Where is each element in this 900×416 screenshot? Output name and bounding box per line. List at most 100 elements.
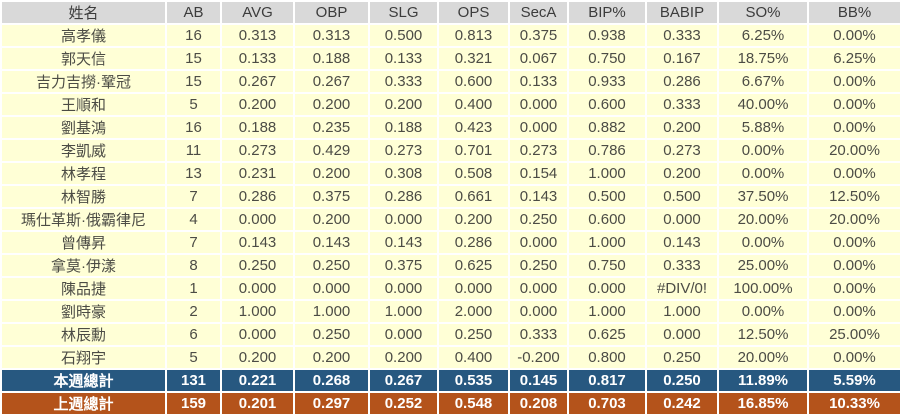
- stat-cell: 0.400: [437, 92, 510, 117]
- stat-cell: 0.321: [437, 46, 510, 71]
- stat-cell: 0.00%: [807, 92, 900, 117]
- table-row: 石翔宇 5 0.200 0.200 0.200 0.400 -0.200 0.800 0.250…: [0, 345, 900, 370]
- stat-cell: 0.188: [293, 46, 370, 71]
- stat-cell: 11: [165, 138, 222, 163]
- stat-cell: 0.188: [368, 115, 439, 140]
- stat-cell: 0.750: [567, 253, 647, 278]
- player-name-cell: 陳品捷: [0, 276, 167, 301]
- player-name-cell: 拿莫·伊漾: [0, 253, 167, 278]
- stat-cell: 100.00%: [717, 276, 809, 301]
- stat-cell: 7: [165, 184, 222, 209]
- total-row-current-week: 本週總計 131 0.221 0.268 0.267 0.535 0.145 0.817 0.2…: [0, 368, 900, 393]
- stat-cell: 6.25%: [717, 23, 809, 48]
- table-row: 拿莫·伊漾 8 0.250 0.250 0.375 0.625 0.250 0.750 0.33…: [0, 253, 900, 278]
- stat-cell: 5: [165, 92, 222, 117]
- stat-cell: 0.00%: [807, 161, 900, 186]
- stat-cell: 0.250: [220, 253, 295, 278]
- stat-cell: 0.600: [567, 207, 647, 232]
- table-row: 瑪仕革斯·俄霸律尼 4 0.000 0.200 0.000 0.200 0.250 0.600…: [0, 207, 900, 232]
- stat-cell: 0.400: [437, 345, 510, 370]
- stat-cell: 0.286: [368, 184, 439, 209]
- stat-cell: 1.000: [645, 299, 719, 324]
- column-header: OPS: [437, 0, 510, 25]
- stat-cell: 20.00%: [717, 207, 809, 232]
- stat-cell: 0.00%: [807, 23, 900, 48]
- player-name-cell: 劉時豪: [0, 299, 167, 324]
- stat-cell: 0.000: [567, 276, 647, 301]
- stat-cell: 6: [165, 322, 222, 347]
- stat-cell: 0.267: [220, 69, 295, 94]
- stat-cell: 20.00%: [807, 138, 900, 163]
- column-header: AB: [165, 0, 222, 25]
- stat-cell: 0.000: [220, 207, 295, 232]
- table-row: 曾傳昇 7 0.143 0.143 0.143 0.286 0.000 1.000 0.143 0…: [0, 230, 900, 255]
- column-header: SLG: [368, 0, 439, 25]
- stat-cell: 0.00%: [717, 230, 809, 255]
- player-name-cell: 林孝程: [0, 161, 167, 186]
- player-name-cell: 郭天信: [0, 46, 167, 71]
- stat-cell: -0.200: [508, 345, 569, 370]
- stat-cell: 0.273: [368, 138, 439, 163]
- stat-cell: 0.00%: [717, 138, 809, 163]
- stat-cell: 18.75%: [717, 46, 809, 71]
- total-stat-cell: 10.33%: [807, 391, 900, 416]
- stat-cell: 0.313: [293, 23, 370, 48]
- table-row: 林孝程 13 0.231 0.200 0.308 0.508 0.154 1.000 0.200…: [0, 161, 900, 186]
- stat-cell: 0.625: [437, 253, 510, 278]
- stat-cell: 0.188: [220, 115, 295, 140]
- stat-cell: 0.000: [368, 276, 439, 301]
- stat-cell: 0.500: [645, 184, 719, 209]
- table-row: 劉時豪 2 1.000 1.000 1.000 2.000 0.000 1.000 1.000 0…: [0, 299, 900, 324]
- total-stat-cell: 0.703: [567, 391, 647, 416]
- total-stat-cell: 0.250: [645, 368, 719, 393]
- stat-cell: 0.000: [508, 92, 569, 117]
- stat-cell: 0.375: [508, 23, 569, 48]
- stat-cell: 0.429: [293, 138, 370, 163]
- stat-cell: 0.333: [368, 69, 439, 94]
- column-header: OBP: [293, 0, 370, 25]
- stat-cell: 0.154: [508, 161, 569, 186]
- player-name-cell: 石翔宇: [0, 345, 167, 370]
- stat-cell: 0.308: [368, 161, 439, 186]
- stat-cell: 0.200: [220, 345, 295, 370]
- stat-cell: 0.00%: [807, 276, 900, 301]
- stat-cell: 0.133: [508, 69, 569, 94]
- stat-cell: 0.133: [368, 46, 439, 71]
- stat-cell: 16: [165, 23, 222, 48]
- stat-cell: 0.273: [645, 138, 719, 163]
- stat-cell: 0.333: [645, 23, 719, 48]
- stat-cell: 0.000: [508, 115, 569, 140]
- stat-cell: 15: [165, 46, 222, 71]
- stat-cell: 1.000: [293, 299, 370, 324]
- stat-cell: 0.375: [293, 184, 370, 209]
- stat-cell: 0.231: [220, 161, 295, 186]
- stat-cell: 37.50%: [717, 184, 809, 209]
- table-body: 高孝儀 16 0.313 0.313 0.500 0.813 0.375 0.938 0.333…: [0, 23, 900, 370]
- stat-cell: 0.250: [645, 345, 719, 370]
- stat-cell: 0.500: [368, 23, 439, 48]
- stat-cell: 0.200: [293, 345, 370, 370]
- total-stat-cell: 0.242: [645, 391, 719, 416]
- total-stat-cell: 159: [165, 391, 222, 416]
- stat-cell: 0.250: [508, 253, 569, 278]
- total-stat-cell: 0.267: [368, 368, 439, 393]
- stat-cell: 0.00%: [807, 69, 900, 94]
- stat-cell: 0.500: [567, 184, 647, 209]
- stat-cell: 0.273: [220, 138, 295, 163]
- stat-cell: 0.000: [645, 207, 719, 232]
- table-totals: 本週總計 131 0.221 0.268 0.267 0.535 0.145 0.817 0.2…: [0, 368, 900, 416]
- stat-cell: 0.938: [567, 23, 647, 48]
- total-stat-cell: 0.268: [293, 368, 370, 393]
- player-name-cell: 曾傳昇: [0, 230, 167, 255]
- stat-cell: 0.786: [567, 138, 647, 163]
- stat-cell: 40.00%: [717, 92, 809, 117]
- stat-cell: 0.333: [645, 253, 719, 278]
- stat-cell: 0.250: [437, 322, 510, 347]
- stat-cell: 1.000: [368, 299, 439, 324]
- stat-cell: 0.143: [508, 184, 569, 209]
- stat-cell: 25.00%: [717, 253, 809, 278]
- stat-cell: 0.813: [437, 23, 510, 48]
- header-row: 姓名 AB AVG OBP SLG OPS SecA BIP% BABIP SO% BB%: [0, 0, 900, 25]
- stat-cell: 0.000: [220, 276, 295, 301]
